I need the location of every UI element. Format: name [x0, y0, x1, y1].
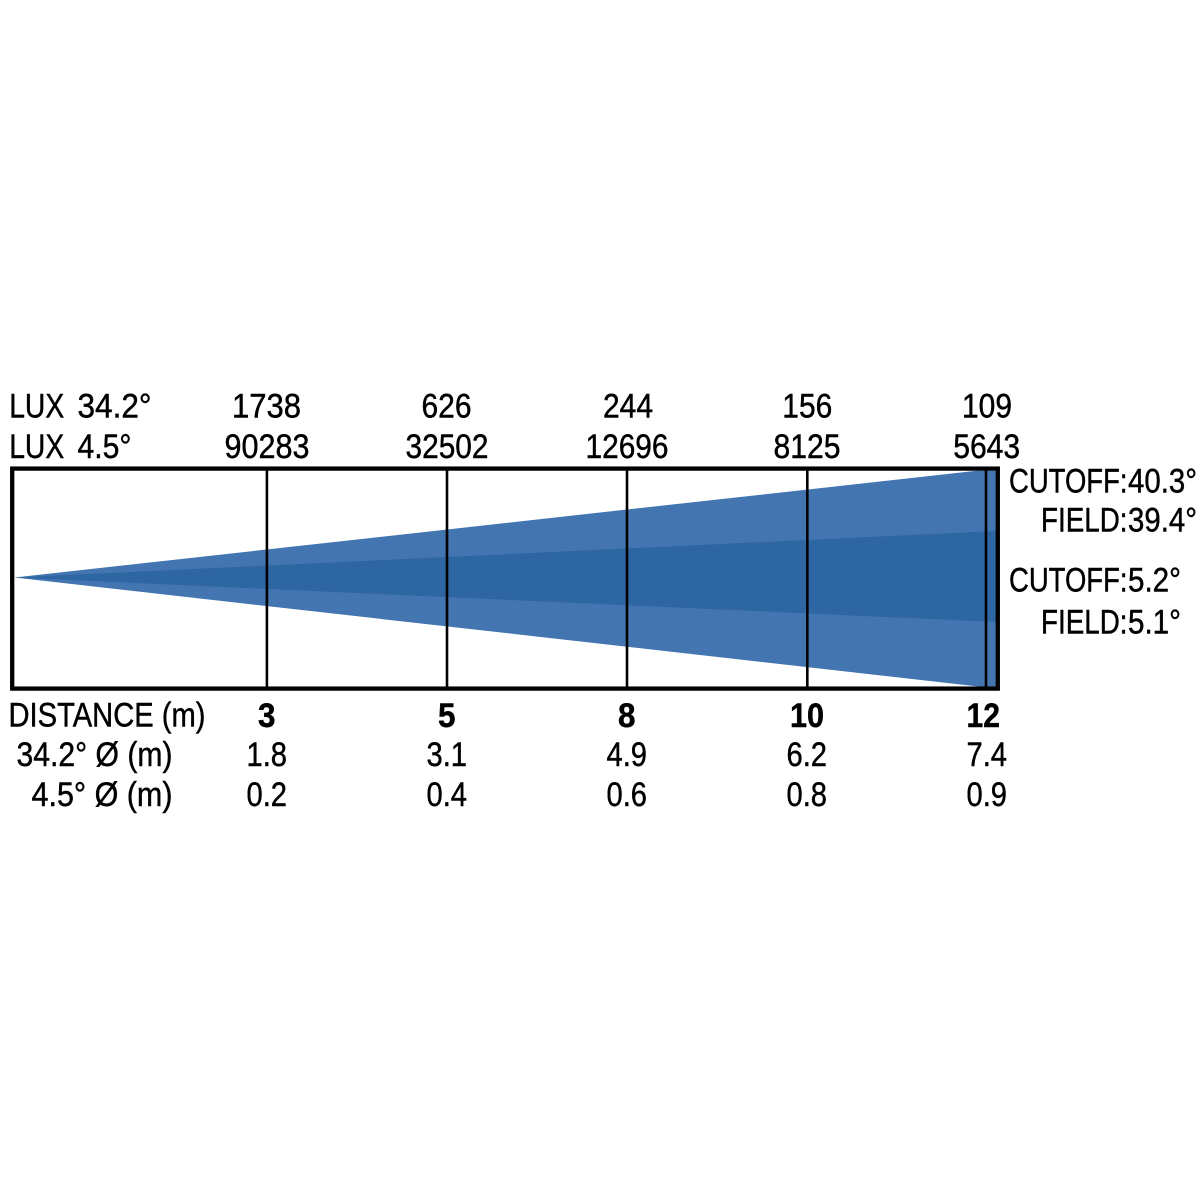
svg-text:0.6: 0.6: [607, 776, 648, 814]
svg-text:8: 8: [618, 697, 636, 735]
svg-text:5643: 5643: [953, 428, 1020, 466]
svg-text:156: 156: [782, 388, 832, 426]
svg-text:1738: 1738: [232, 388, 301, 426]
svg-text:6.2: 6.2: [787, 736, 828, 774]
svg-text:12696: 12696: [586, 428, 669, 466]
svg-text:32502: 32502: [406, 428, 489, 466]
svg-text:3.1: 3.1: [427, 736, 468, 774]
svg-text:4.9: 4.9: [607, 736, 648, 774]
svg-text:12: 12: [967, 697, 1001, 735]
svg-text:FIELD:: FIELD:: [1041, 604, 1128, 642]
svg-text:3: 3: [258, 697, 276, 735]
svg-text:CUTOFF:: CUTOFF:: [1009, 463, 1128, 501]
svg-text:LUX: LUX: [9, 428, 64, 466]
svg-text:4.5°: 4.5°: [78, 428, 132, 466]
svg-text:LUX: LUX: [9, 388, 64, 426]
svg-text:10: 10: [790, 697, 824, 735]
svg-text:34.2°: 34.2°: [78, 388, 152, 426]
svg-text:0.2: 0.2: [247, 776, 288, 814]
svg-text:1.8: 1.8: [247, 736, 288, 774]
svg-text:109: 109: [962, 388, 1012, 426]
svg-text:40.3°: 40.3°: [1128, 463, 1197, 501]
svg-text:90283: 90283: [225, 428, 310, 466]
svg-text:0.8: 0.8: [787, 776, 828, 814]
svg-text:5.1°: 5.1°: [1128, 604, 1181, 642]
svg-text:39.4°: 39.4°: [1128, 502, 1197, 540]
svg-text:626: 626: [422, 388, 472, 426]
svg-text:CUTOFF:: CUTOFF:: [1009, 562, 1128, 600]
svg-text:8125: 8125: [774, 428, 841, 466]
svg-text:34.2° Ø (m): 34.2° Ø (m): [17, 736, 173, 774]
svg-text:244: 244: [603, 388, 653, 426]
svg-text:0.9: 0.9: [967, 776, 1008, 814]
svg-text:4.5° Ø (m): 4.5° Ø (m): [32, 776, 173, 814]
svg-text:5: 5: [438, 697, 456, 735]
svg-text:0.4: 0.4: [427, 776, 468, 814]
svg-text:5.2°: 5.2°: [1128, 562, 1181, 600]
svg-text:DISTANCE (m): DISTANCE (m): [9, 697, 206, 735]
svg-text:7.4: 7.4: [967, 736, 1008, 774]
svg-text:FIELD:: FIELD:: [1041, 502, 1128, 540]
